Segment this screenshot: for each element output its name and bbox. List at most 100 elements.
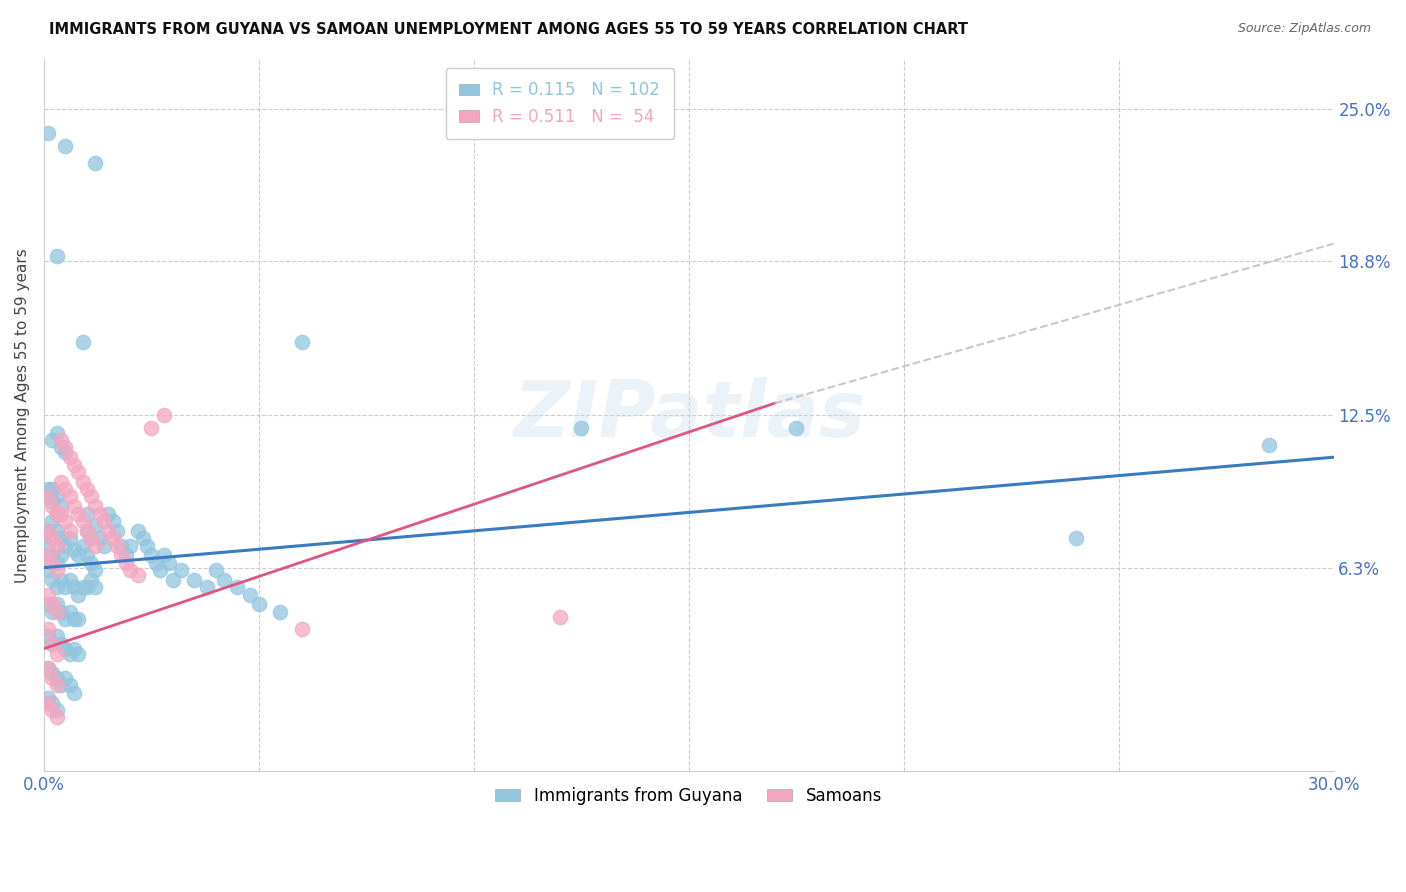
Point [145, 556, 167, 570]
Point [41, 549, 63, 563]
Point [41, 573, 63, 587]
Point [37, 661, 59, 675]
Point [84, 519, 107, 533]
Point [45, 563, 67, 577]
Point [76, 580, 98, 594]
Point [45, 507, 67, 521]
Point [205, 563, 228, 577]
Point [49, 637, 72, 651]
Point [67, 612, 90, 626]
Point [59, 647, 82, 661]
Point [49, 475, 72, 489]
Point [45, 703, 67, 717]
Point [37, 126, 59, 140]
Point [141, 421, 163, 435]
Point [59, 678, 82, 692]
Point [41, 598, 63, 612]
Point [89, 507, 111, 521]
Point [63, 686, 86, 700]
Point [67, 507, 90, 521]
Point [157, 556, 180, 570]
Point [41, 494, 63, 508]
Point [76, 482, 98, 496]
Point [55, 482, 77, 496]
Point [247, 598, 270, 612]
Point [55, 580, 77, 594]
Point [37, 588, 59, 602]
Point [72, 539, 94, 553]
Point [55, 445, 77, 459]
Point [45, 507, 67, 521]
Point [41, 666, 63, 681]
Text: Source: ZipAtlas.com: Source: ZipAtlas.com [1237, 22, 1371, 36]
Point [41, 605, 63, 619]
Point [37, 690, 59, 705]
Point [84, 539, 107, 553]
Point [45, 539, 67, 553]
Point [45, 490, 67, 504]
Point [80, 573, 103, 587]
Point [41, 703, 63, 717]
Point [84, 500, 107, 514]
Point [37, 549, 59, 563]
Point [72, 334, 94, 349]
Point [548, 609, 571, 624]
Point [63, 500, 86, 514]
Point [41, 671, 63, 685]
Point [55, 641, 77, 656]
Point [49, 507, 72, 521]
Point [37, 629, 59, 643]
Point [63, 458, 86, 472]
Point [114, 549, 136, 563]
Point [59, 531, 82, 545]
Point [45, 710, 67, 724]
Point [63, 543, 86, 558]
Point [80, 531, 103, 545]
Point [127, 524, 149, 538]
Point [59, 450, 82, 465]
Point [170, 563, 193, 577]
Point [49, 433, 72, 447]
Point [55, 539, 77, 553]
Point [41, 637, 63, 651]
Point [76, 524, 98, 538]
Point [76, 524, 98, 538]
Point [110, 549, 132, 563]
Point [45, 678, 67, 692]
Point [49, 549, 72, 563]
Point [45, 524, 67, 538]
Point [195, 580, 218, 594]
Point [45, 671, 67, 685]
Point [76, 549, 98, 563]
Point [45, 598, 67, 612]
Point [49, 531, 72, 545]
Point [49, 678, 72, 692]
Point [67, 549, 90, 563]
Point [49, 500, 72, 514]
Point [84, 155, 107, 169]
Point [269, 605, 291, 619]
Point [136, 539, 159, 553]
Point [153, 549, 176, 563]
Point [37, 524, 59, 538]
Point [63, 612, 86, 626]
Point [569, 421, 592, 435]
Point [41, 637, 63, 651]
Point [149, 563, 172, 577]
Point [37, 563, 59, 577]
Point [80, 556, 103, 570]
Point [183, 573, 205, 587]
Point [45, 249, 67, 263]
Point [214, 573, 236, 587]
Point [101, 531, 124, 545]
Point [162, 573, 184, 587]
Point [72, 475, 94, 489]
Point [45, 556, 67, 570]
Point [49, 441, 72, 455]
Point [141, 549, 163, 563]
Point [80, 490, 103, 504]
Point [101, 514, 124, 528]
Point [55, 612, 77, 626]
Point [45, 580, 67, 594]
Point [1258, 438, 1281, 452]
